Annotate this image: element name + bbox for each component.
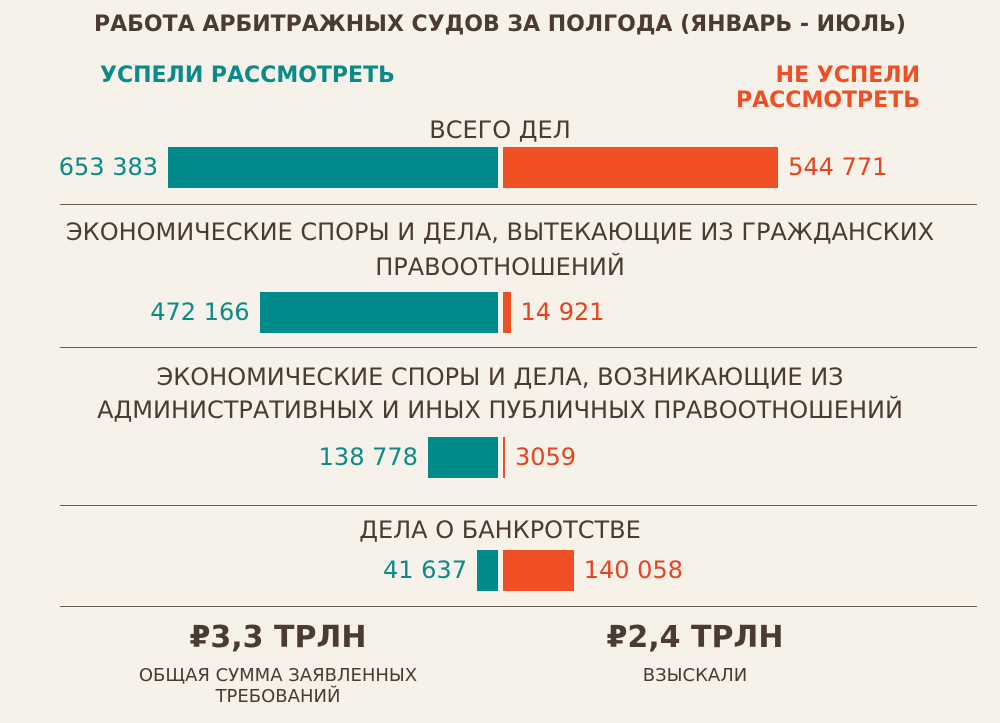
value-label-done-civil: 472 166 — [150, 298, 250, 326]
value-label-done-bankruptcy: 41 637 — [382, 556, 467, 584]
value-label-done-total: 653 383 — [58, 153, 158, 181]
bar-done-admin — [427, 437, 498, 478]
bar-done-total — [168, 147, 498, 188]
summary-claimed-caption-1: ОБЩАЯ СУММА ЗАЯВЛЕННЫХ — [138, 665, 418, 686]
bar-not-done-total — [503, 147, 779, 188]
summary-claimed-value: ₽3,3 ТРЛН — [189, 620, 367, 655]
category-label-civil-1: ЭКОНОМИЧЕСКИЕ СПОРЫ И ДЕЛА, ВЫТЕКАЮЩИЕ И… — [65, 218, 935, 246]
legend-not-done: НЕ УСПЕЛИ РАССМОТРЕТЬ — [736, 63, 920, 113]
bar-done-bankruptcy — [476, 550, 498, 591]
divider — [60, 204, 977, 205]
summary-recovered-caption: ВЗЫСКАЛИ — [642, 665, 748, 686]
bar-not-done-bankruptcy — [503, 550, 574, 591]
chart-title: РАБОТА АРБИТРАЖНЫХ СУДОВ ЗА ПОЛГОДА (ЯНВ… — [94, 12, 906, 37]
category-label-bankruptcy: ДЕЛА О БАНКРОТСТВЕ — [359, 516, 641, 544]
summary-recovered-value: ₽2,4 ТРЛН — [606, 620, 784, 655]
value-label-not-done-civil: 14 921 — [520, 298, 605, 326]
divider — [60, 505, 977, 506]
divider — [60, 347, 977, 348]
value-label-not-done-admin: 3059 — [515, 443, 577, 471]
divider — [60, 606, 977, 607]
category-label-civil-2: ПРАВООТНОШЕНИЙ — [375, 253, 625, 281]
bar-not-done-civil — [503, 292, 511, 333]
bar-done-civil — [259, 292, 498, 333]
category-label-admin-1: ЭКОНОМИЧЕСКИЕ СПОРЫ И ДЕЛА, ВОЗНИКАЮЩИЕ … — [156, 363, 844, 391]
legend-done: УСПЕЛИ РАССМОТРЕТЬ — [100, 63, 395, 88]
value-label-not-done-total: 544 771 — [788, 153, 888, 181]
category-label-admin-2: АДМИНИСТРАТИВНЫХ И ИНЫХ ПУБЛИЧНЫХ ПРАВОО… — [97, 396, 903, 424]
value-label-done-admin: 138 778 — [318, 443, 418, 471]
bar-not-done-admin — [503, 437, 505, 478]
category-label-total: ВСЕГО ДЕЛ — [429, 116, 571, 144]
summary-claimed-caption-2: ТРЕБОВАНИЙ — [215, 686, 341, 707]
value-label-not-done-bankruptcy: 140 058 — [583, 556, 683, 584]
